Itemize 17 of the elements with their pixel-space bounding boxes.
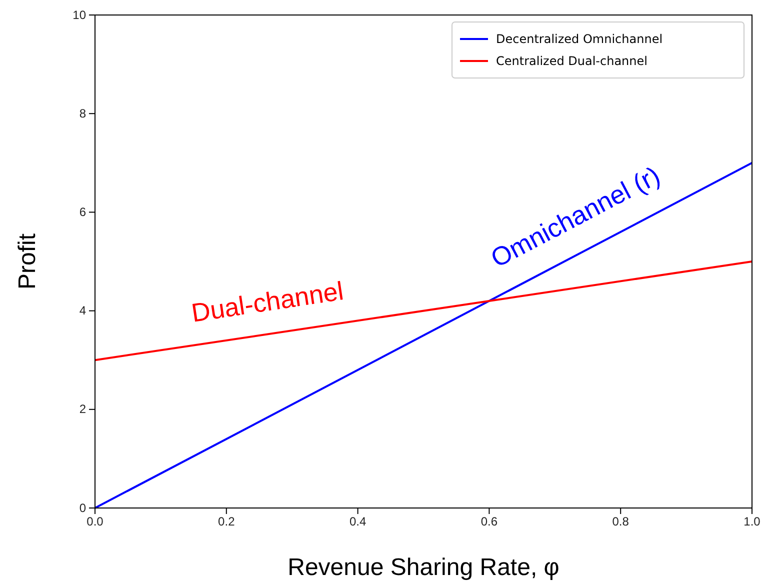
annotation: Dual-channel [189, 276, 346, 328]
x-tick-label: 0.2 [218, 514, 236, 529]
x-tick-label: 0.0 [86, 514, 104, 529]
x-tick-label: 0.6 [480, 514, 498, 529]
y-tick-label: 10 [72, 8, 86, 22]
y-axis-title: Profit [14, 233, 41, 290]
x-tick-label: 1.0 [744, 514, 761, 529]
y-tick-label: 0 [79, 500, 86, 515]
x-tick-label: 0.4 [349, 514, 366, 529]
x-axis-title: Revenue Sharing Rate, φ [288, 554, 560, 581]
y-tick-label: 4 [79, 304, 86, 318]
legend-label: Centralized Dual-channel [496, 54, 648, 68]
legend-label: Decentralized Omnichannel [496, 32, 663, 46]
x-tick-label: 0.8 [612, 514, 630, 529]
y-tick-label: 6 [79, 205, 86, 220]
y-tick-label: 2 [79, 402, 86, 416]
y-tick-label: 8 [79, 106, 86, 120]
